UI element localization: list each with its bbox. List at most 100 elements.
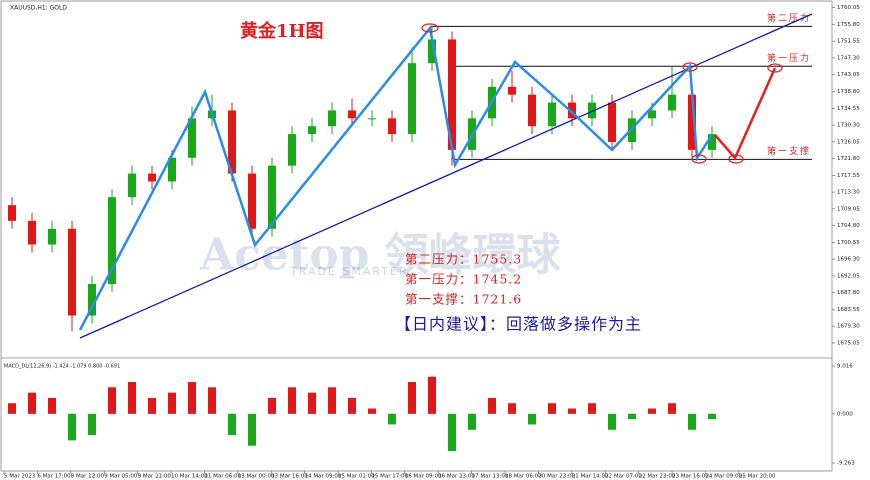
y-tick-label: 1721.80: [837, 156, 860, 162]
macd-bar: [628, 413, 636, 420]
candle-body: [668, 94, 676, 111]
macd-bar: [348, 397, 356, 414]
x-tick-label: 25 Mar 20:00: [739, 474, 776, 480]
y-tick-label: 1709.05: [837, 206, 860, 212]
candle-body: [148, 173, 156, 182]
level-text: 第一支撑：1721.6: [405, 292, 522, 307]
x-tick-label: 9 Mar 05:00: [104, 474, 138, 480]
macd-bar: [508, 403, 516, 414]
x-tick-label: 20 Mar 23:00: [538, 474, 575, 480]
level-name: 第二压力: [767, 12, 811, 24]
y-tick-label: 1675.05: [837, 340, 860, 346]
macd-bar: [648, 408, 656, 414]
candle-body: [28, 220, 36, 245]
candle-body: [128, 173, 136, 198]
symbol-header: XAUUSD,H1: GOLD: [10, 5, 67, 12]
x-tick-label: 5 Mar 2023: [4, 474, 36, 480]
level-text: 第一压力：1745.2: [405, 272, 522, 287]
candle-body: [8, 205, 16, 221]
y-tick-label: 1726.05: [837, 139, 860, 145]
candle-body: [448, 39, 456, 150]
y-tick-label: 1696.30: [837, 257, 860, 263]
marker: [682, 62, 698, 72]
y-tick-label: 1747.30: [837, 55, 860, 61]
x-tick-label: 13 Mar 00:00: [238, 474, 275, 480]
y-tick-label: 1683.55: [837, 307, 860, 313]
candle-body: [408, 63, 416, 135]
y-tick-label: 1713.30: [837, 190, 860, 196]
macd-bar: [428, 376, 436, 414]
y-tick-label: 1692.05: [837, 273, 860, 279]
y-tick-label: 1679.30: [837, 324, 860, 330]
macd-bar: [468, 413, 476, 430]
x-tick-label: 24 Mar 09:00: [705, 474, 742, 480]
candle-body: [428, 39, 436, 64]
y-tick-label: 1687.80: [837, 290, 860, 296]
macd-bar: [668, 403, 676, 414]
watermark-tagline: TRADE SMARTER: [289, 265, 409, 278]
y-tick-label: 1743.05: [837, 72, 860, 78]
candle-body: [588, 102, 596, 119]
x-tick-label: 21 Mar 14:00: [572, 474, 609, 480]
y-tick-label: 1760.05: [837, 5, 860, 11]
candle-body: [268, 165, 276, 229]
macd-bar: [8, 403, 16, 414]
macd-bar: [68, 413, 76, 441]
macd-bar: [128, 382, 136, 414]
wave-path: [78, 25, 714, 331]
y-tick-label: 1738.80: [837, 89, 860, 95]
macd-bar: [408, 382, 416, 414]
x-tick-label: 15 Mar 17:00: [371, 474, 408, 480]
macd-bar: [328, 387, 336, 414]
x-tick-label: 10 Mar 14:00: [171, 474, 208, 480]
chart-title: 黄金1H图: [240, 20, 324, 42]
candle-body: [608, 102, 616, 142]
candle-body: [168, 157, 176, 182]
macd-bar: [308, 392, 316, 414]
candle-body: [368, 118, 376, 120]
y-tick-label: 1717.55: [837, 173, 860, 179]
x-tick-label: 17 Mar 13:00: [472, 474, 509, 480]
macd-bar: [88, 413, 96, 436]
macd-bar: [368, 408, 376, 414]
plot-area: 1760.05 1755.80 1751.55 1747.30 1743.05 1738.…: [3, 5, 860, 480]
x-tick-label: 16 Mar 23:00: [438, 474, 475, 480]
macd-bar: [228, 413, 236, 436]
candle-body: [108, 197, 116, 284]
macd-bar: [548, 403, 556, 414]
candle-body: [708, 134, 716, 150]
x-tick-label: 22 Mar 23:00: [639, 474, 676, 480]
macd-bar: [568, 408, 576, 414]
candle-body: [528, 94, 536, 127]
macd-bar: [188, 382, 196, 414]
x-tick-label: 13 Mar 16:00: [271, 474, 308, 480]
y-tick-label: 9.016: [837, 364, 853, 370]
x-tick-label: 9 Mar 21:00: [138, 474, 172, 480]
macd-bar: [28, 392, 36, 414]
candle-body: [508, 86, 516, 95]
candle-body: [548, 102, 556, 127]
x-tick-label: 8 Mar 12:00: [71, 474, 105, 480]
y-tick-label: 1700.55: [837, 240, 860, 246]
macd-bar: [488, 397, 496, 414]
x-tick-label: 14 Mar 09:00: [305, 474, 342, 480]
macd-bar: [588, 403, 596, 414]
macd-bar: [708, 413, 716, 420]
marker: [767, 63, 783, 73]
candle-body: [308, 126, 316, 135]
candle-body: [68, 228, 76, 316]
frame: [0, 0, 833, 472]
macd-bar: [108, 387, 116, 414]
candle-body: [348, 110, 356, 119]
projection-path: [714, 67, 777, 161]
macd-bar: [448, 413, 456, 451]
macd-bar: [288, 387, 296, 414]
x-tick-label: 18 Mar 06:00: [505, 474, 542, 480]
marker: [691, 154, 707, 164]
macd-title: MACD_DL(12,26,9) -1.424 -1.079 0.800 -0.…: [4, 364, 120, 370]
macd-bar: [608, 413, 616, 430]
x-tick-label: 11 Mar 06:00: [204, 474, 241, 480]
macd-bar: [388, 413, 396, 425]
y-tick-label: 1734.55: [837, 106, 860, 112]
